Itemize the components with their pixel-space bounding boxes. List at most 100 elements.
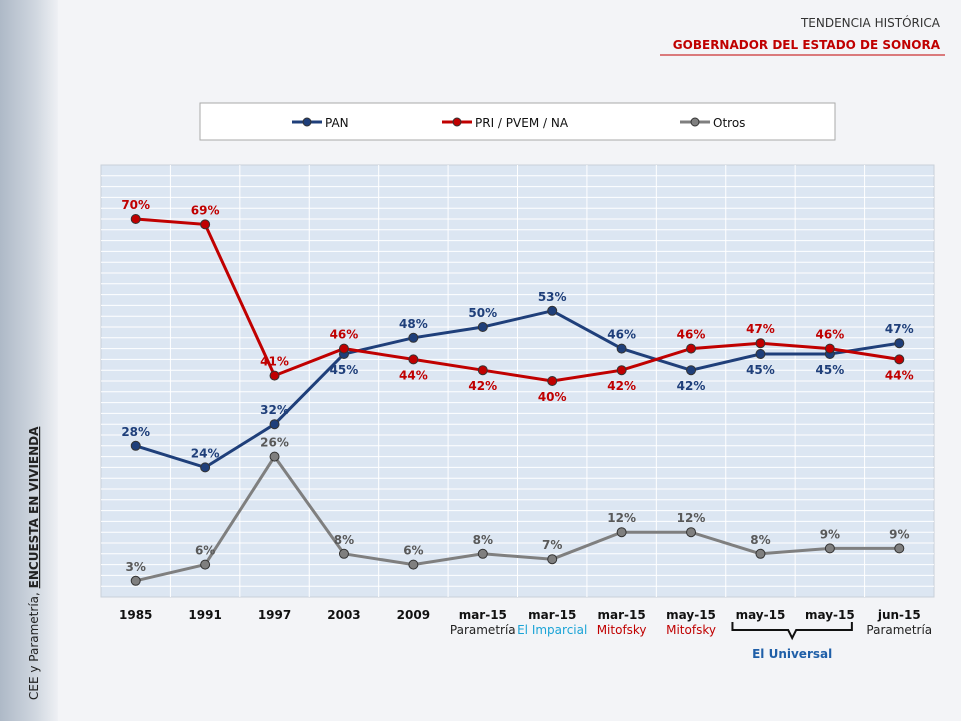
data-point <box>824 543 835 554</box>
data-point <box>200 219 211 230</box>
data-point <box>686 343 697 354</box>
data-point <box>686 527 697 538</box>
data-point <box>686 365 697 376</box>
x-tick-label: may-15 <box>666 608 716 622</box>
data-label: 46% <box>816 328 845 342</box>
x-sublabel: El Imparcial <box>517 623 587 637</box>
data-label: 48% <box>399 317 428 331</box>
series-line <box>135 453 900 583</box>
data-point <box>616 365 627 376</box>
side-note: CEE y Parametría, ENCUESTA EN VIVIENDA <box>27 426 41 700</box>
data-point <box>616 527 627 538</box>
data-point <box>894 543 905 554</box>
data-label: 47% <box>885 322 914 336</box>
data-point <box>408 559 419 570</box>
side-stripe <box>0 0 58 721</box>
data-point <box>824 343 835 354</box>
data-label: 53% <box>538 290 567 304</box>
data-label: 44% <box>885 368 914 382</box>
data-label: 47% <box>746 322 775 336</box>
data-label: 6% <box>403 544 423 558</box>
data-label: 42% <box>677 379 706 393</box>
x-tick-label: jun-15 <box>877 608 921 622</box>
data-label: 42% <box>468 379 497 393</box>
x-tick-label: mar-15 <box>459 608 507 622</box>
data-point <box>547 305 558 316</box>
data-label: 44% <box>399 368 428 382</box>
data-label: 70% <box>121 198 150 212</box>
data-label: 7% <box>542 538 562 552</box>
data-point <box>755 349 766 359</box>
x-sublabel: Parametría <box>866 623 932 637</box>
legend-label: PRI / PVEM / NA <box>475 116 569 130</box>
data-point <box>269 370 280 381</box>
x-tick-label: mar-15 <box>598 608 646 622</box>
side-survey: ENCUESTA EN VIVIENDA <box>27 426 41 588</box>
chart-title: TENDENCIA HISTÓRICA <box>800 15 941 30</box>
data-label: 8% <box>473 533 493 547</box>
data-point <box>269 451 280 462</box>
data-label: 8% <box>750 533 770 547</box>
data-label: 46% <box>677 328 706 342</box>
x-tick-label: may-15 <box>805 608 855 622</box>
data-point <box>894 338 905 349</box>
data-point <box>894 354 905 365</box>
data-point <box>130 575 141 586</box>
data-label: 8% <box>334 533 354 547</box>
data-label: 42% <box>607 379 636 393</box>
x-sublabel: Mitofsky <box>597 623 647 637</box>
data-label: 50% <box>468 306 497 320</box>
data-point <box>755 548 766 559</box>
data-label: 46% <box>607 328 636 342</box>
legend-marker <box>302 117 312 127</box>
data-label: 9% <box>889 527 909 541</box>
data-point <box>130 214 141 224</box>
data-point <box>477 548 488 559</box>
bracket-label: El Universal <box>752 647 832 661</box>
data-label: 40% <box>538 390 567 404</box>
chart-subtitle: GOBERNADOR DEL ESTADO DE SONORA <box>673 38 941 52</box>
x-tick-label: 1991 <box>188 608 221 622</box>
data-point <box>200 559 211 570</box>
x-tick-label: 1985 <box>119 608 152 622</box>
side-source: CEE y Parametría, <box>27 592 41 700</box>
data-label: 69% <box>191 203 220 217</box>
data-label: 32% <box>260 403 289 417</box>
x-sublabel: Parametría <box>450 623 516 637</box>
data-point <box>408 354 419 365</box>
data-point <box>338 548 349 559</box>
data-label: 28% <box>121 425 150 439</box>
data-point <box>477 322 488 332</box>
data-point <box>408 332 419 343</box>
svg-text:CEE y Parametría, ENCUESTA EN: CEE y Parametría, ENCUESTA EN VIVIENDA <box>27 426 41 700</box>
data-label: 9% <box>820 527 840 541</box>
data-point <box>547 554 558 565</box>
data-point <box>616 343 627 354</box>
legend-marker <box>452 117 462 127</box>
data-label: 3% <box>126 560 146 574</box>
x-tick-label: 2003 <box>327 608 360 622</box>
series-line <box>135 217 900 383</box>
data-label: 12% <box>607 511 636 525</box>
bracket <box>731 622 853 641</box>
data-point <box>130 440 141 451</box>
data-label: 46% <box>330 328 359 342</box>
data-point <box>269 419 280 430</box>
data-label: 6% <box>195 544 215 558</box>
data-label: 45% <box>330 363 359 377</box>
x-tick-label: 2009 <box>397 608 430 622</box>
x-tick-label: mar-15 <box>528 608 576 622</box>
legend-marker <box>690 117 700 127</box>
data-point <box>477 365 488 376</box>
x-tick-label: may-15 <box>736 608 786 622</box>
data-label: 26% <box>260 436 289 450</box>
data-point <box>755 338 766 349</box>
data-label: 45% <box>816 363 845 377</box>
x-tick-label: 1997 <box>258 608 291 622</box>
data-label: 12% <box>677 511 706 525</box>
data-label: 45% <box>746 363 775 377</box>
data-label: 41% <box>260 355 289 369</box>
data-point <box>200 462 211 473</box>
